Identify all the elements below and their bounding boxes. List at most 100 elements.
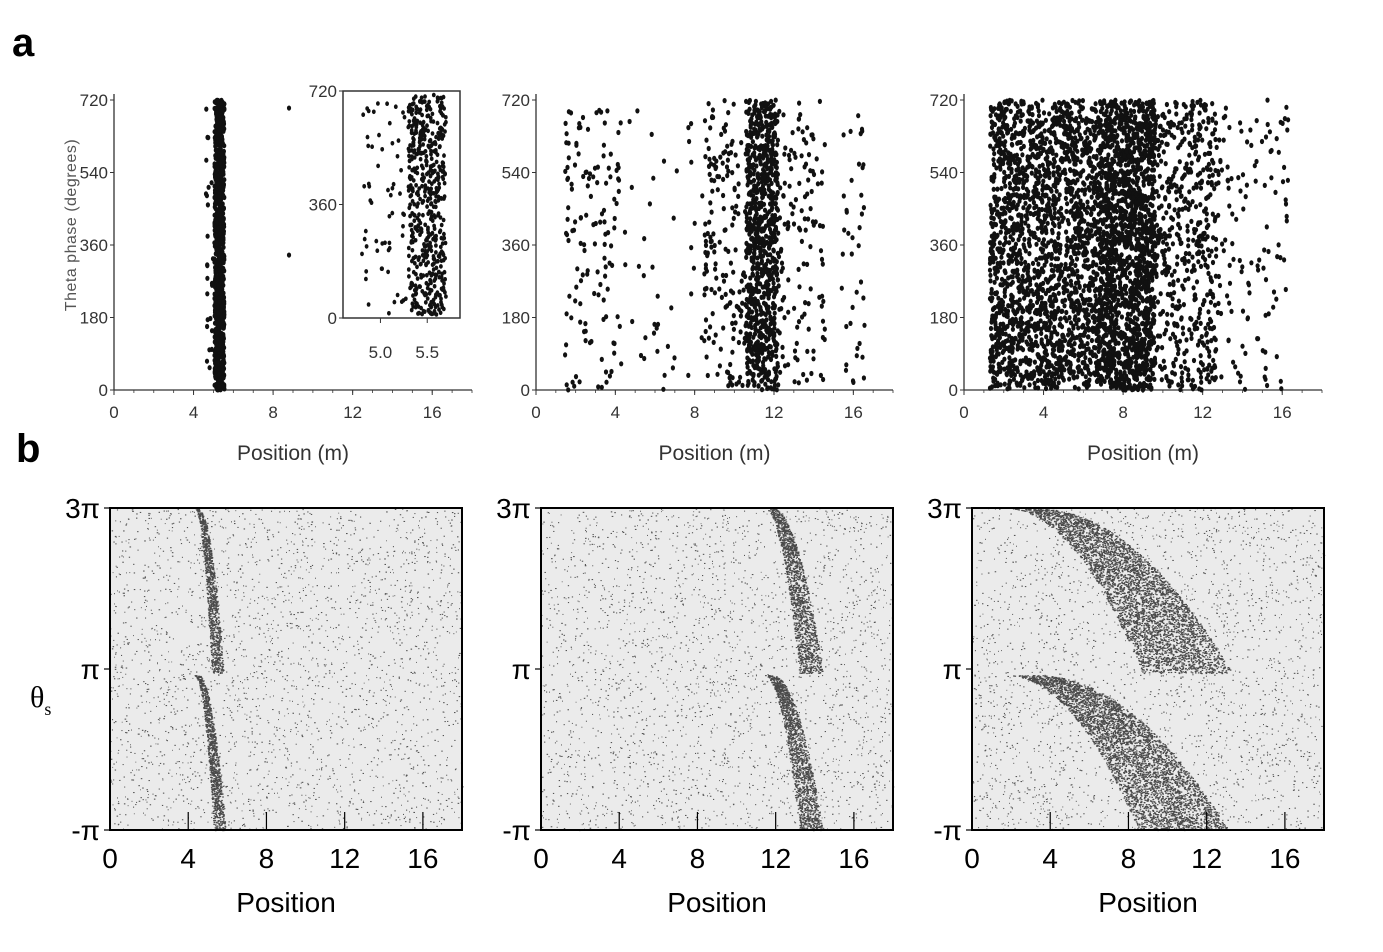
inset-data-point <box>412 256 416 261</box>
inset-data-point <box>407 119 411 124</box>
inset-data-point <box>421 200 425 205</box>
inset-data-point <box>418 140 422 145</box>
data-point <box>216 311 220 316</box>
data-point <box>205 324 209 329</box>
inset-data-point <box>414 130 418 135</box>
data-point <box>213 99 217 104</box>
data-point <box>215 242 219 247</box>
inset-data-point <box>442 218 446 223</box>
inset-data-point <box>444 294 448 299</box>
y-tick-label: 0 <box>99 381 108 400</box>
inset-data-point <box>414 226 418 231</box>
data-point <box>221 318 225 323</box>
inset-data-point <box>425 154 429 159</box>
data-point <box>213 213 217 218</box>
inset-data-point <box>421 253 425 258</box>
inset-data-point <box>442 232 446 237</box>
data-point <box>206 317 210 322</box>
data-point <box>205 359 209 364</box>
data-point <box>222 313 226 318</box>
data-point <box>213 374 217 379</box>
inset-data-point <box>422 242 426 247</box>
inset-data-point <box>443 181 447 186</box>
inset-data-point <box>441 177 445 182</box>
data-point <box>220 290 224 295</box>
data-point <box>215 220 219 225</box>
data-point <box>214 268 218 273</box>
data-point <box>210 328 214 333</box>
data-point <box>213 153 217 158</box>
data-point <box>222 375 226 380</box>
inset-data-point <box>412 218 416 223</box>
data-point <box>207 185 211 190</box>
data-point <box>205 291 209 296</box>
data-point <box>220 135 224 140</box>
data-point <box>205 276 209 281</box>
data-point <box>220 253 224 258</box>
data-point <box>218 213 222 218</box>
inset-data-point <box>411 235 415 240</box>
inset-data-point <box>416 190 420 195</box>
inset-data-point <box>411 248 415 253</box>
inset-data-point <box>416 276 420 281</box>
inset-data-point <box>434 205 438 210</box>
x-axis-label: Position (m) <box>237 442 349 465</box>
data-point <box>216 305 220 310</box>
x-tick-label: 4 <box>189 403 198 422</box>
data-point <box>218 160 222 165</box>
data-point <box>216 347 220 352</box>
data-point <box>221 276 225 281</box>
inset-data-point <box>419 262 423 267</box>
data-point <box>207 347 211 352</box>
inset-data-point <box>429 189 433 194</box>
inset-data-point <box>407 254 411 259</box>
inset-data-point <box>439 196 443 201</box>
data-point <box>221 156 225 161</box>
data-point <box>214 199 218 204</box>
x-tick-label: 8 <box>268 403 277 422</box>
inset-x-tick-label: 5.5 <box>415 343 439 362</box>
data-point <box>211 256 215 261</box>
data-point <box>214 320 218 325</box>
inset-data-point <box>425 281 429 286</box>
data-point <box>210 180 214 185</box>
data-point <box>217 208 221 213</box>
inset-data-point <box>434 277 438 282</box>
data-point <box>213 174 217 179</box>
inset-data-point <box>421 166 425 171</box>
inset-data-point <box>417 255 421 260</box>
inset-data-point <box>426 230 430 235</box>
data-point <box>215 275 219 280</box>
inset-data-point <box>429 210 433 215</box>
data-point <box>219 227 223 232</box>
data-point <box>204 158 208 163</box>
data-point <box>215 356 219 361</box>
data-point <box>214 247 218 252</box>
data-point <box>214 382 218 387</box>
inset-data-point <box>420 230 424 235</box>
inset-data-point <box>442 253 446 258</box>
inset-data-point <box>421 213 425 218</box>
inset-data-point <box>442 153 446 158</box>
inset-y-tick-label: 360 <box>309 196 337 215</box>
data-point <box>219 101 223 106</box>
inset-data-point <box>443 270 447 275</box>
y-tick-label: 180 <box>80 309 108 328</box>
data-point <box>220 303 224 308</box>
inset-data-point <box>434 295 438 300</box>
inset-data-point <box>408 202 412 207</box>
inset-data-point <box>419 273 423 278</box>
data-point <box>220 325 224 330</box>
inset-data-point <box>427 179 431 184</box>
data-point <box>217 372 221 377</box>
inset-data-point <box>425 123 429 128</box>
data-point <box>221 171 225 176</box>
inset-data-point <box>418 284 422 289</box>
inset-data-point <box>437 254 441 259</box>
data-point <box>214 299 218 304</box>
inset-data-point <box>419 157 423 162</box>
inset-data-point <box>421 142 425 147</box>
data-point <box>221 267 225 272</box>
data-point <box>210 283 214 288</box>
data-point <box>287 105 291 110</box>
